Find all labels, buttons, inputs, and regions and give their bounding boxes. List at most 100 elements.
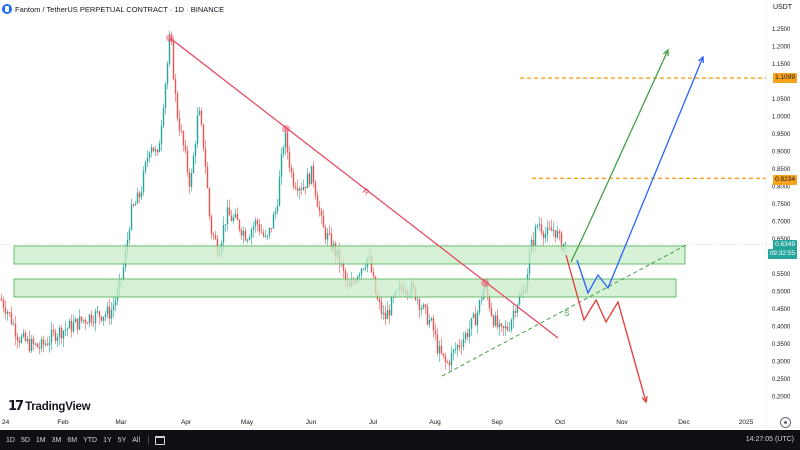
- candle-body: [466, 332, 469, 337]
- candle-body: [78, 316, 81, 330]
- candle-body: [532, 240, 535, 246]
- candle-body: [380, 301, 383, 314]
- candle-body: [430, 318, 433, 321]
- candle-body: [146, 158, 149, 163]
- candle-body: [282, 147, 285, 155]
- resistance-label: R: [361, 186, 371, 197]
- utc-clock[interactable]: 14:27:05 (UTC): [745, 436, 794, 443]
- currency-selector[interactable]: USDT: [772, 4, 792, 11]
- candle-body: [472, 313, 475, 318]
- current-price-tag: 0.6349: [773, 240, 797, 250]
- candle-body: [364, 267, 367, 269]
- timeframe-all-button[interactable]: All: [132, 436, 141, 444]
- candle-body: [418, 299, 421, 310]
- candle-body: [232, 217, 235, 221]
- tradingview-logo[interactable]: 17 TradingView: [8, 399, 91, 414]
- time-tick-label: Dec: [678, 419, 690, 426]
- candle-body: [222, 224, 225, 243]
- candle-body: [546, 227, 549, 235]
- time-axis[interactable]: 24 Feb Mar Apr May Jun Jul Aug Sep Oct Nov Dec 2025: [2, 419, 754, 426]
- candle-body: [560, 232, 563, 250]
- time-tick-label: Feb: [57, 419, 69, 426]
- candle-body: [324, 227, 327, 240]
- time-tick-label: Apr: [181, 419, 192, 426]
- alternate-projection-path-arrowhead: [698, 55, 705, 64]
- candle-body: [42, 339, 45, 345]
- candle-body: [228, 207, 231, 216]
- symbol-title[interactable]: Fantom / TetherUS PERPETUAL CONTRACT · 1…: [15, 4, 225, 14]
- candle-body: [436, 334, 439, 354]
- price-tick-label: 0.8000: [772, 185, 791, 191]
- candle-body: [456, 345, 459, 350]
- candle-body: [210, 216, 213, 235]
- candle-body: [442, 353, 445, 356]
- candle-body: [22, 332, 25, 337]
- candle-body: [316, 195, 319, 207]
- candle-body: [300, 188, 303, 190]
- timeframe-3m-button[interactable]: 3M: [51, 436, 62, 444]
- candle-body: [310, 166, 313, 185]
- candle-body: [462, 339, 465, 347]
- candle-body: [326, 233, 329, 240]
- timeframe-5d-button[interactable]: 5D: [20, 436, 30, 444]
- time-tick-label: Sep: [491, 419, 503, 426]
- candle-body: [8, 312, 11, 314]
- price-tick-label: 0.3000: [772, 360, 791, 366]
- price-chart[interactable]: RS 1.25001.20001.15001.05001.00000.95000…: [0, 0, 800, 430]
- candle-body: [10, 312, 13, 325]
- candle-body: [64, 329, 67, 331]
- candle-body: [18, 340, 21, 343]
- candle-body: [212, 234, 215, 236]
- candle-body: [256, 220, 259, 225]
- candle-body: [60, 327, 63, 339]
- candle-body: [474, 313, 477, 326]
- candle-body: [290, 167, 293, 173]
- candle-body: [72, 322, 75, 332]
- candle-body: [238, 220, 241, 230]
- candle-body: [230, 215, 233, 221]
- price-tick-label: 0.5000: [772, 290, 791, 296]
- price-tick-label: 0.7000: [772, 220, 791, 226]
- time-tick-label: Jul: [369, 419, 378, 426]
- candle-body: [142, 171, 145, 193]
- candle-body: [458, 345, 461, 347]
- candle-body: [460, 346, 463, 348]
- bearish-projection-path: [565, 254, 647, 403]
- resistance-pivot-marker: [481, 279, 489, 287]
- candle-body: [30, 338, 33, 351]
- candle-body: [182, 131, 185, 146]
- candle-body: [234, 213, 237, 218]
- candle-body: [302, 186, 305, 190]
- candle-body: [178, 118, 181, 131]
- time-tick-label: May: [241, 419, 254, 426]
- timeframe-1d-button[interactable]: 1D: [6, 436, 15, 444]
- candlesticks: [0, 30, 567, 372]
- candle-body: [32, 338, 35, 344]
- timeframe-1y-button[interactable]: 1Y: [103, 436, 112, 444]
- timeframe-ytd-button[interactable]: YTD: [83, 436, 98, 444]
- candle-body: [504, 326, 507, 329]
- candle-body: [556, 231, 559, 238]
- calendar-icon[interactable]: [155, 435, 166, 445]
- candle-body: [160, 125, 163, 144]
- candle-body: [202, 124, 205, 149]
- candle-body: [84, 319, 87, 323]
- candle-body: [432, 318, 435, 331]
- price-tick-label: 1.1500: [772, 62, 791, 68]
- lower-demand-zone: [13, 278, 677, 298]
- candle-body: [452, 349, 455, 353]
- price-axis[interactable]: 1.2500 1.2000 1.1500 1.0500 1.0000 0.9500 0.90…: [772, 27, 791, 401]
- candle-body: [496, 315, 499, 328]
- candle-body: [24, 332, 27, 342]
- candle-body: [56, 337, 59, 341]
- time-tick-label: 2025: [739, 419, 754, 426]
- gear-icon[interactable]: [780, 417, 791, 428]
- candle-body: [128, 229, 131, 240]
- price-tick-label: 0.3500: [772, 342, 791, 348]
- timeframe-5y-button[interactable]: 5Y: [117, 436, 127, 444]
- timeframe-6m-button[interactable]: 6M: [67, 436, 78, 444]
- candle-body: [258, 224, 261, 232]
- timeframe-1m-button[interactable]: 1M: [35, 436, 46, 444]
- candle-body: [468, 328, 471, 337]
- alternate-projection-path: [576, 56, 704, 295]
